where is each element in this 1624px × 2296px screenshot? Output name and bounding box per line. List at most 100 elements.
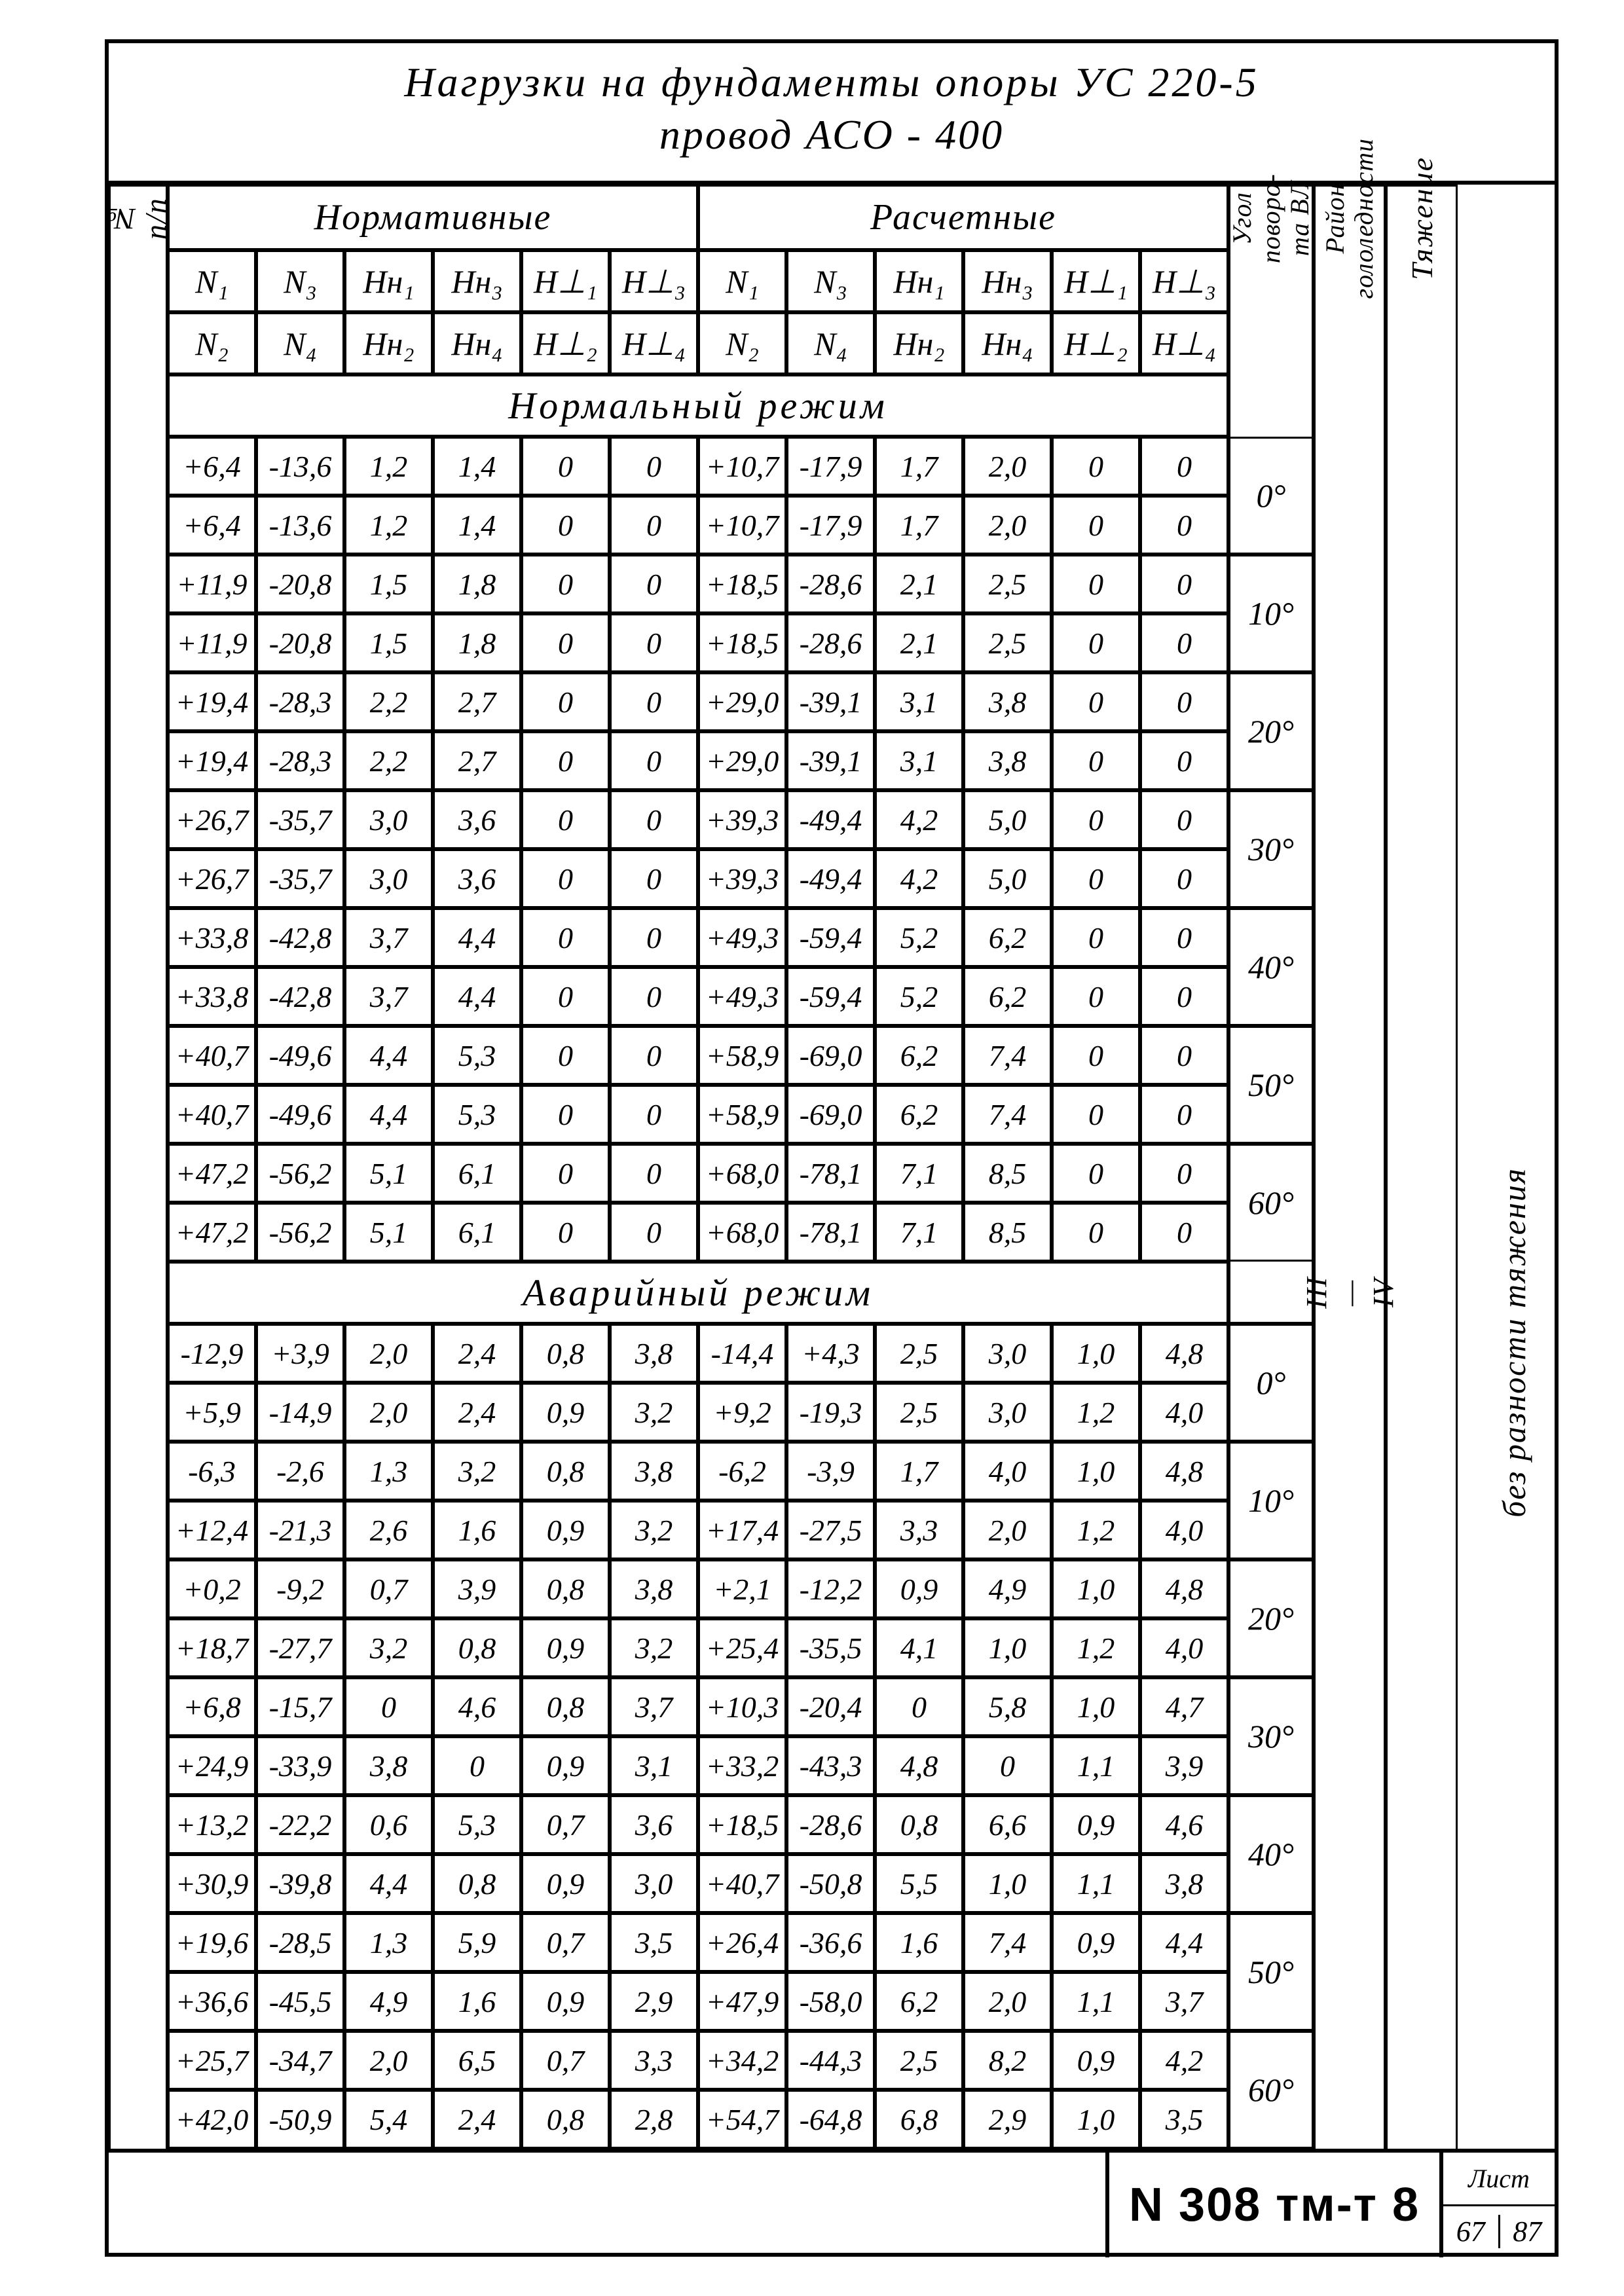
data-cell: +58,9 [698, 1026, 786, 1085]
group-norm: Нормативные [168, 185, 698, 250]
col-symbol: Hн₂ [344, 312, 433, 374]
data-cell: 1,7 [875, 1442, 963, 1501]
table-row: +40,7-49,64,45,300+58,9-69,06,27,400+40,… [109, 1026, 1555, 1144]
data-cell: -42,8 [256, 967, 344, 1026]
data-cell: 0 [1052, 555, 1140, 613]
col-symbol: H⊥₄ [1140, 312, 1228, 374]
data-cell: -43,3 [786, 1736, 875, 1795]
data-cell: 3,0 [344, 849, 433, 908]
data-cell: 1,6 [875, 1913, 963, 1972]
data-cell: -50,8 [786, 1854, 875, 1913]
col-symbol: N₄ [786, 312, 875, 374]
data-cell: 4,0 [1140, 1618, 1228, 1677]
data-cell: 3,2 [610, 1501, 698, 1559]
data-cell: 0 [610, 1144, 698, 1203]
data-cell: 1,2 [1052, 1501, 1140, 1559]
data-cell: -69,0 [786, 1085, 875, 1144]
data-cell: -42,8 [256, 908, 344, 967]
data-cell: -58,0 [786, 1972, 875, 2031]
data-cell: 4,0 [1140, 1383, 1228, 1442]
table-row: +19,6-28,51,35,90,73,5+26,4-36,61,67,40,… [109, 1913, 1555, 2031]
data-cell: 3,8 [610, 1442, 698, 1501]
data-cell: +6,4 [168, 437, 256, 496]
data-cell: +33,8 [168, 967, 256, 1026]
data-cell: +4,3 [786, 1324, 875, 1383]
data-cell: 0 [521, 731, 610, 790]
data-cell: 6,1 [433, 1203, 521, 1262]
data-cell: 0,8 [433, 1618, 521, 1677]
data-cell: +10,7 [698, 437, 786, 496]
data-cell: 0,9 [521, 1736, 610, 1795]
table-row: +47,2-56,25,16,100+68,0-78,17,18,500+47,… [109, 1144, 1555, 1262]
table-row: +25,7-34,72,06,50,73,3+34,2-44,32,58,20,… [109, 2031, 1555, 2149]
data-cell: 6,2 [875, 1972, 963, 2031]
data-cell: 4,6 [433, 1677, 521, 1736]
data-cell: -12,9 [168, 1324, 256, 1383]
data-cell: 1,0 [1052, 1324, 1140, 1383]
data-cell: 6,2 [875, 1085, 963, 1144]
data-cell: +39,3 [698, 849, 786, 908]
data-cell: 0 [1052, 1085, 1140, 1144]
angle-cell: 30° [1228, 1677, 1314, 1795]
data-cell: 0,7 [521, 1913, 610, 1972]
data-cell: +18,7 [168, 1618, 256, 1677]
table-row: +6,8-15,704,60,83,7+10,3-20,405,81,04,7+… [109, 1677, 1555, 1795]
data-cell: 0 [610, 1203, 698, 1262]
data-cell: +17,4 [698, 1501, 786, 1559]
data-cell: -78,1 [786, 1203, 875, 1262]
data-cell: 6,2 [963, 908, 1052, 967]
data-cell: 0 [1140, 908, 1228, 967]
data-cell: 0,8 [433, 1854, 521, 1913]
data-cell: 5,2 [875, 967, 963, 1026]
data-cell: -35,5 [786, 1618, 875, 1677]
section-emerg: Аварийный режим III — IV [109, 1262, 1555, 1324]
data-cell: +49,3 [698, 967, 786, 1026]
data-cell: 1,2 [344, 437, 433, 496]
data-cell: 2,8 [610, 2090, 698, 2149]
data-cell: +29,0 [698, 672, 786, 731]
data-cell: 5,1 [344, 1203, 433, 1262]
data-cell: +36,6 [168, 1972, 256, 2031]
region-note-mid: III — IV [1314, 1262, 1386, 1324]
data-cell: +68,0 [698, 1144, 786, 1203]
table-row: +26,7-35,73,03,600+39,3-49,44,25,000+26,… [109, 790, 1555, 908]
data-cell: 0 [521, 613, 610, 672]
data-cell: -9,2 [256, 1559, 344, 1618]
data-cell: 1,7 [875, 496, 963, 555]
data-cell: 0,8 [521, 2090, 610, 2149]
table-row: -6,3-2,61,33,20,83,8-6,2-3,91,74,01,04,8… [109, 1442, 1555, 1559]
data-cell: 5,3 [433, 1026, 521, 1085]
col-symbol: Hн₁ [344, 250, 433, 312]
data-cell: 8,5 [963, 1144, 1052, 1203]
data-cell: 0 [1052, 496, 1140, 555]
page-box: Лист 67 87 [1439, 2153, 1555, 2257]
data-cell: 5,2 [875, 908, 963, 967]
data-cell: 6,5 [433, 2031, 521, 2090]
data-cell: +25,7 [168, 2031, 256, 2090]
data-cell: +6,4 [168, 496, 256, 555]
data-cell: -6,3 [168, 1442, 256, 1501]
data-cell: 3,6 [433, 790, 521, 849]
data-cell: 0 [610, 967, 698, 1026]
page-right: 87 [1500, 2215, 1555, 2248]
data-cell: 1,5 [344, 613, 433, 672]
data-cell: 2,9 [963, 2090, 1052, 2149]
data-cell: 0 [1052, 1026, 1140, 1085]
data-cell: 3,7 [1140, 1972, 1228, 2031]
data-cell: 0 [521, 849, 610, 908]
data-cell: 0 [1052, 1203, 1140, 1262]
data-cell: 3,1 [875, 672, 963, 731]
data-cell: +26,7 [168, 790, 256, 849]
data-cell: -14,9 [256, 1383, 344, 1442]
col-symbol: Hн₄ [433, 312, 521, 374]
col-symbol: N₃ [256, 250, 344, 312]
data-cell: 2,0 [344, 1383, 433, 1442]
data-cell: -19,3 [786, 1383, 875, 1442]
data-cell: +19,4 [168, 672, 256, 731]
data-cell: 5,9 [433, 1913, 521, 1972]
data-cell: -20,8 [256, 555, 344, 613]
data-cell: +19,4 [168, 731, 256, 790]
data-cell: +18,5 [698, 555, 786, 613]
data-cell: -27,7 [256, 1618, 344, 1677]
col-symbol: N₁ [168, 250, 256, 312]
